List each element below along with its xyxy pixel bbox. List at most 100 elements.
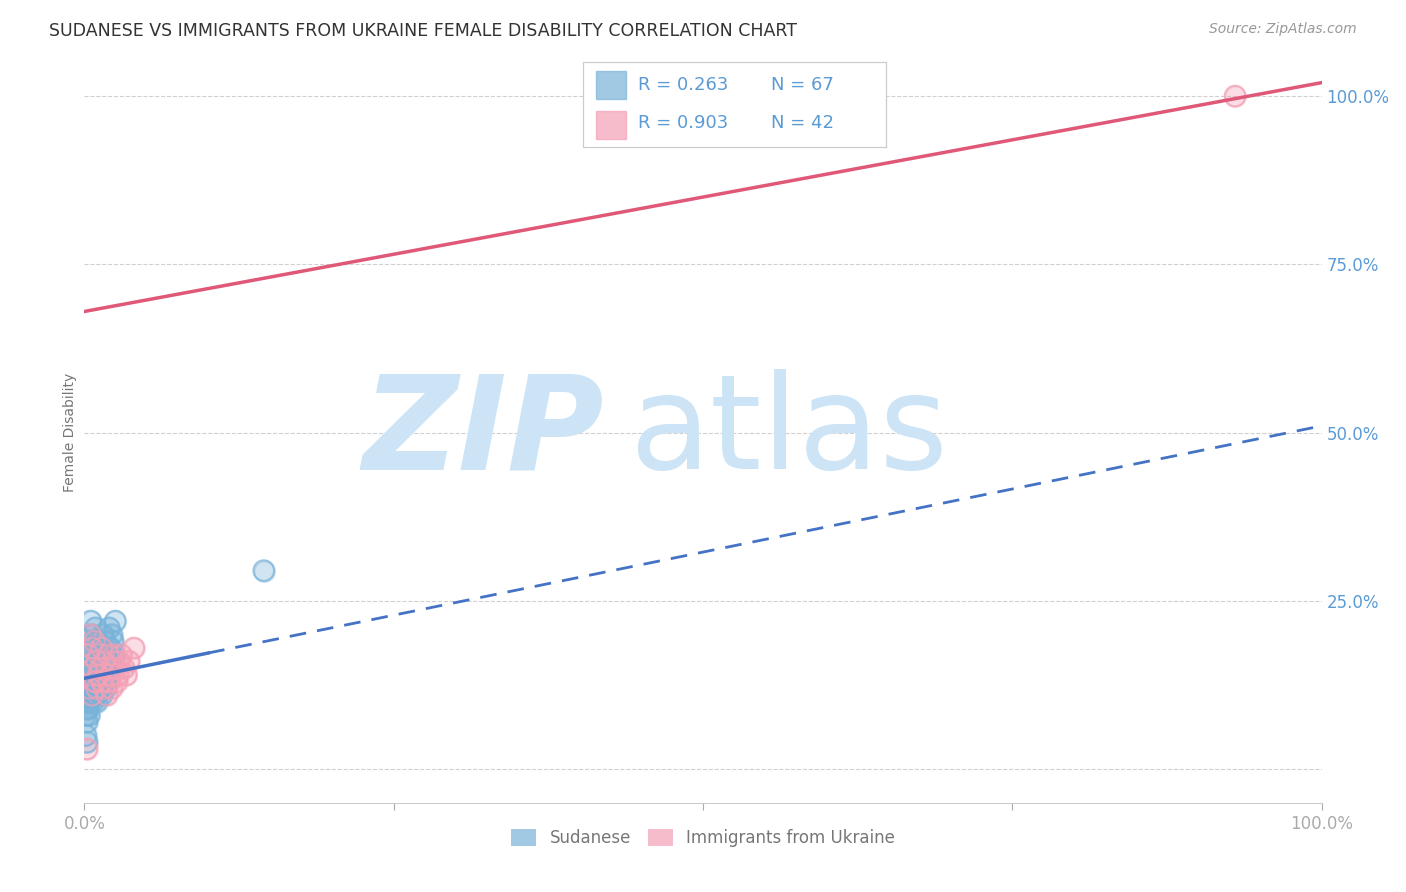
Point bbox=[105, 674, 128, 689]
Point bbox=[96, 661, 118, 675]
Point bbox=[79, 695, 101, 709]
Text: N = 67: N = 67 bbox=[770, 77, 834, 95]
Point bbox=[83, 681, 105, 696]
Point bbox=[76, 714, 98, 729]
Point bbox=[98, 640, 121, 655]
Point bbox=[79, 688, 101, 702]
Point bbox=[105, 674, 128, 689]
Point bbox=[98, 640, 121, 655]
Point bbox=[108, 655, 131, 669]
Point bbox=[103, 648, 125, 662]
Point bbox=[80, 688, 103, 702]
Point bbox=[86, 688, 108, 702]
Point bbox=[80, 674, 103, 689]
Point bbox=[83, 648, 105, 662]
Point bbox=[79, 688, 101, 702]
Point bbox=[75, 695, 97, 709]
Point bbox=[80, 655, 103, 669]
Point bbox=[96, 661, 118, 675]
Point bbox=[97, 655, 120, 669]
Point bbox=[84, 681, 107, 696]
Point bbox=[100, 681, 122, 696]
Point bbox=[89, 681, 111, 696]
Point bbox=[83, 674, 105, 689]
Point bbox=[80, 688, 103, 702]
Point bbox=[93, 640, 115, 655]
Point bbox=[94, 668, 117, 682]
Bar bbox=[596, 71, 626, 99]
Text: ZIP: ZIP bbox=[363, 369, 605, 496]
Point bbox=[86, 688, 108, 702]
Point bbox=[76, 695, 98, 709]
Point bbox=[122, 640, 145, 655]
Point bbox=[96, 688, 118, 702]
Text: SUDANESE VS IMMIGRANTS FROM UKRAINE FEMALE DISABILITY CORRELATION CHART: SUDANESE VS IMMIGRANTS FROM UKRAINE FEMA… bbox=[49, 22, 797, 40]
Point bbox=[98, 668, 121, 682]
Point bbox=[76, 701, 98, 715]
Point bbox=[96, 648, 118, 662]
Point bbox=[83, 674, 105, 689]
Point bbox=[103, 648, 125, 662]
Point bbox=[93, 674, 115, 689]
Point bbox=[112, 661, 135, 675]
Point bbox=[98, 668, 121, 682]
Point bbox=[77, 640, 100, 655]
Point bbox=[86, 695, 108, 709]
Point bbox=[253, 564, 276, 578]
Point bbox=[79, 708, 101, 723]
Point bbox=[96, 661, 118, 675]
Point bbox=[101, 655, 124, 669]
Point bbox=[79, 681, 101, 696]
Point bbox=[94, 668, 117, 682]
Point bbox=[97, 668, 120, 682]
Point bbox=[90, 688, 112, 702]
Point bbox=[86, 695, 108, 709]
Point bbox=[89, 674, 111, 689]
Point bbox=[83, 674, 105, 689]
Point bbox=[82, 668, 104, 682]
Point bbox=[89, 648, 111, 662]
Point bbox=[100, 661, 122, 675]
Point bbox=[79, 614, 101, 628]
Point bbox=[94, 634, 117, 648]
Point bbox=[79, 708, 101, 723]
Point bbox=[101, 634, 124, 648]
Point bbox=[89, 648, 111, 662]
Point bbox=[93, 681, 115, 696]
Point bbox=[122, 640, 145, 655]
Point bbox=[75, 674, 97, 689]
Point bbox=[77, 640, 100, 655]
Point bbox=[107, 668, 129, 682]
Point bbox=[89, 668, 111, 682]
Point bbox=[77, 701, 100, 715]
Point bbox=[79, 681, 101, 696]
Point bbox=[76, 668, 98, 682]
Point bbox=[93, 674, 115, 689]
Point bbox=[90, 640, 112, 655]
Text: R = 0.903: R = 0.903 bbox=[638, 114, 728, 132]
Point bbox=[75, 708, 97, 723]
Point bbox=[80, 627, 103, 641]
Point bbox=[83, 681, 105, 696]
Point bbox=[91, 668, 114, 682]
Point bbox=[77, 701, 100, 715]
Point bbox=[76, 668, 98, 682]
Point bbox=[115, 668, 138, 682]
Point bbox=[83, 648, 105, 662]
Point bbox=[96, 688, 118, 702]
Point bbox=[86, 655, 108, 669]
Point bbox=[87, 661, 110, 675]
Point bbox=[86, 681, 108, 696]
Point bbox=[100, 681, 122, 696]
Point bbox=[77, 681, 100, 696]
Point bbox=[94, 681, 117, 696]
Point bbox=[79, 668, 101, 682]
Point bbox=[86, 668, 108, 682]
Y-axis label: Female Disability: Female Disability bbox=[63, 373, 77, 492]
Point bbox=[96, 661, 118, 675]
Point bbox=[79, 661, 101, 675]
Point bbox=[98, 674, 121, 689]
Point bbox=[90, 674, 112, 689]
Point bbox=[98, 674, 121, 689]
Point bbox=[83, 634, 105, 648]
